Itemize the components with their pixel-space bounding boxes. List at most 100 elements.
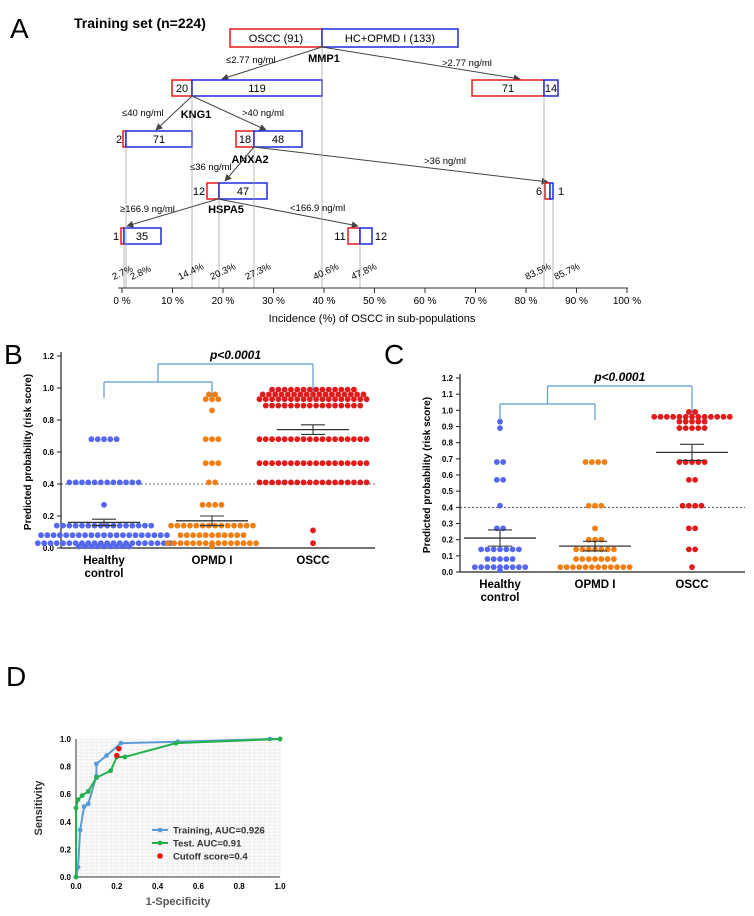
data-point [157, 532, 164, 539]
data-point [256, 396, 263, 403]
data-point [240, 540, 247, 547]
y-tick-label: 0.2 [442, 536, 454, 545]
data-point [620, 564, 627, 571]
data-point [177, 540, 184, 547]
node-n6-hc [549, 182, 554, 200]
data-point [347, 391, 354, 398]
y-tick-label: 0.1 [442, 552, 454, 561]
data-point [60, 540, 66, 547]
roc-point [108, 768, 114, 774]
data-point [692, 546, 699, 553]
data-point [310, 391, 316, 398]
data-point [497, 546, 503, 553]
roc-plot-d: 0.0 0.2 0.4 0.6 0.8 1.0 0.0 0.2 0.4 0.6 0.8 1.0 1-Sp… [33, 735, 286, 908]
data-point [332, 402, 338, 409]
cond-mmp1-hi: >2.77 ng/ml [442, 58, 492, 69]
data-point [262, 436, 269, 443]
data-point [695, 425, 702, 432]
data-point [101, 436, 107, 443]
legend-label: Test. AUC=0.91 [173, 839, 242, 850]
data-point [689, 418, 695, 425]
data-point [209, 532, 215, 539]
data-point [363, 396, 370, 403]
data-point [221, 532, 228, 539]
data-point [196, 540, 203, 547]
data-point [215, 532, 222, 539]
data-point [497, 425, 503, 432]
data-point [689, 413, 695, 420]
data-point [168, 522, 174, 529]
data-point [588, 564, 595, 571]
data-point [351, 460, 357, 467]
node-n7-hc [123, 227, 162, 245]
data-point [34, 540, 41, 547]
node-n1-oscc-count: 20 [176, 83, 188, 95]
data-point [313, 402, 320, 409]
data-point [113, 532, 120, 539]
p-value: p<0.0001 [209, 348, 261, 362]
data-point [570, 564, 576, 571]
data-point [281, 460, 288, 467]
data-point [63, 532, 70, 539]
data-point [490, 556, 497, 562]
data-point [338, 402, 345, 409]
data-point [190, 540, 197, 547]
data-point [215, 396, 222, 403]
legend-marker [157, 853, 163, 859]
data-point [262, 396, 269, 403]
inc-label-6: 47.8% [350, 261, 380, 283]
data-point [275, 460, 282, 467]
data-point [164, 532, 170, 539]
data-point [701, 413, 708, 420]
data-point [692, 476, 699, 483]
data-point [500, 476, 507, 483]
data-point [708, 413, 714, 420]
data-point [341, 391, 348, 398]
node-n2-hc-count: 14 [545, 83, 557, 95]
cond-kng1-hi: >40 ng/ml [242, 108, 284, 119]
incidence-tick-label: 70 % [464, 296, 487, 307]
y-tick-label: 0.9 [442, 423, 454, 432]
data-point [269, 396, 275, 403]
data-point [275, 386, 282, 393]
roc-point [85, 789, 91, 794]
data-point [478, 564, 484, 571]
data-point [88, 436, 95, 443]
node-n5-oscc [206, 182, 220, 200]
data-point [269, 386, 275, 393]
data-point [215, 540, 222, 547]
y-tick-label: 1.0 [43, 384, 55, 393]
data-point [275, 479, 282, 486]
panel-a: A Training set (n=224) OSCC (91) HC+OPMD… [10, 13, 641, 325]
data-point [557, 564, 564, 571]
incidence-tick-label: 30 % [262, 296, 285, 307]
data-point [325, 460, 332, 467]
data-point [94, 436, 101, 443]
data-point [319, 479, 326, 486]
data-point [363, 436, 370, 443]
data-point [187, 522, 193, 529]
data-point [284, 391, 291, 398]
data-point [316, 391, 323, 398]
data-point [129, 479, 136, 486]
data-point [275, 436, 282, 443]
data-point [107, 436, 114, 443]
incidence-tick-label: 100 % [613, 296, 641, 307]
data-point [66, 540, 73, 547]
roc-point [277, 736, 283, 742]
data-point [202, 460, 209, 467]
data-point [212, 479, 219, 486]
data-point [676, 413, 683, 420]
data-point [626, 564, 633, 571]
y-tick-label: 0.8 [60, 763, 72, 772]
data-point [582, 459, 589, 465]
incidence-tick-label: 60 % [414, 296, 437, 307]
y-tick-label: 0.0 [442, 568, 454, 577]
data-point [509, 546, 516, 553]
node-n5-hc [218, 182, 268, 200]
legend-label: Training, AUC=0.926 [173, 826, 265, 837]
data-point [294, 436, 301, 443]
data-point [332, 460, 338, 467]
node-n5-oscc-count: 12 [193, 186, 205, 198]
incidence-axis-label: Incidence (%) of OSCC in sub-populations [269, 313, 476, 325]
